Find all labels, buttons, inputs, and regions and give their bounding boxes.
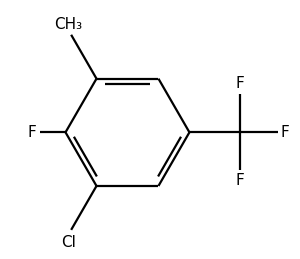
Text: F: F: [236, 76, 244, 91]
Text: Cl: Cl: [61, 235, 76, 250]
Text: F: F: [236, 173, 244, 188]
Text: CH₃: CH₃: [54, 17, 82, 32]
Text: F: F: [281, 125, 290, 140]
Text: F: F: [27, 125, 36, 140]
